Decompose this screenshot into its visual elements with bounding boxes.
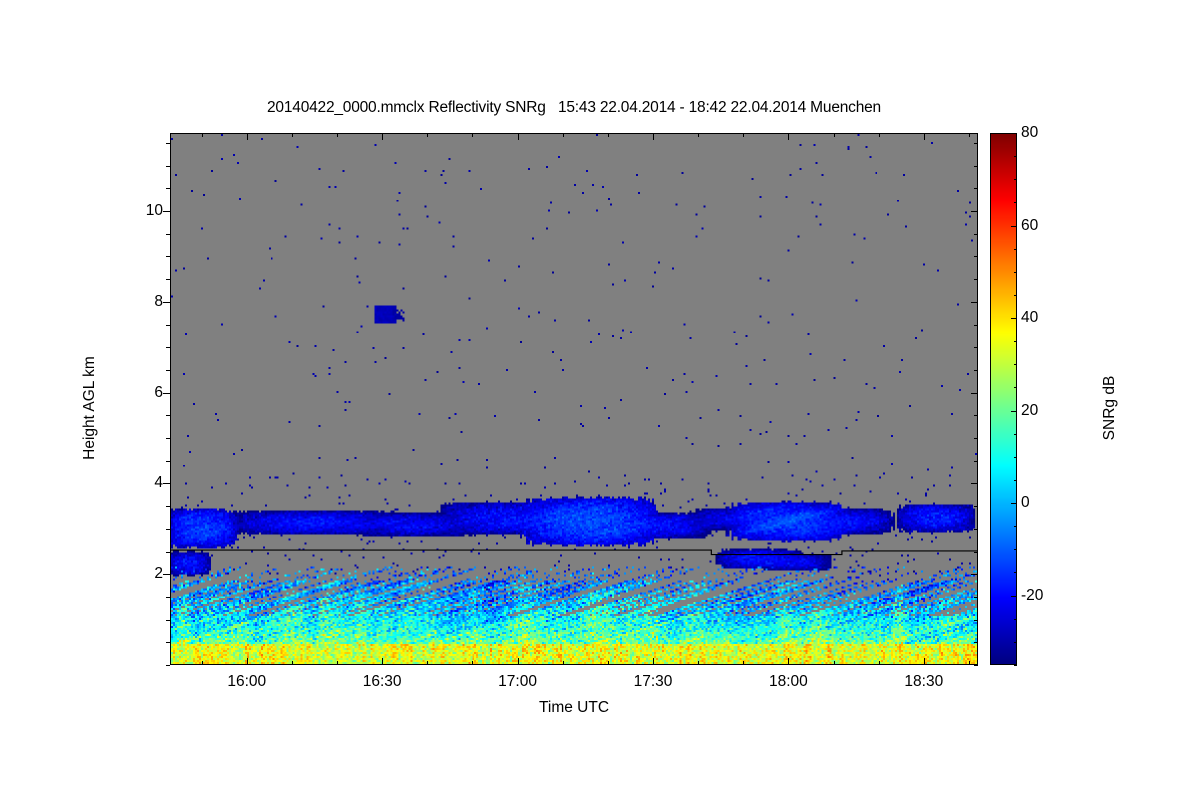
colorbar xyxy=(990,133,1017,665)
colorbar-tick-label: 60 xyxy=(1021,216,1039,234)
x-tick-label: 18:30 xyxy=(904,673,944,690)
colorbar-tick-mark xyxy=(1011,410,1017,412)
x-axis-tick-labels: 16:00 16:30 17:00 17:30 18:00 18:30 xyxy=(170,673,978,695)
colorbar-tick-mark xyxy=(1014,526,1017,528)
colorbar-tick-mark xyxy=(1011,503,1017,505)
y-tick-label: 10 xyxy=(145,202,163,220)
colorbar-tick-mark xyxy=(1014,156,1017,158)
colorbar-tick-mark xyxy=(1011,225,1017,227)
y-axis-title: Height AGL km xyxy=(81,356,98,460)
x-tick-label: 16:30 xyxy=(362,673,402,690)
colorbar-ticks xyxy=(990,133,1017,666)
colorbar-tick-mark xyxy=(1014,271,1017,273)
y-tick-label: 4 xyxy=(154,474,163,492)
y-tick-mark-right xyxy=(974,665,978,666)
colorbar-tick-mark xyxy=(1014,387,1017,389)
colorbar-tick-mark xyxy=(1014,179,1017,181)
x-axis-title: Time UTC xyxy=(538,699,610,716)
colorbar-tick-label: 80 xyxy=(1021,124,1039,141)
heatmap-canvas xyxy=(171,134,977,664)
colorbar-title: SNRg dB xyxy=(1101,375,1118,441)
colorbar-tick-label: 0 xyxy=(1021,494,1030,512)
x-tick-label: 16:00 xyxy=(227,673,267,690)
x-tick-label: 17:00 xyxy=(498,673,537,690)
colorbar-gradient xyxy=(991,134,1016,664)
y-tick-mark xyxy=(163,392,170,394)
y-tick-mark xyxy=(163,483,170,485)
colorbar-tick-mark xyxy=(1014,572,1017,574)
colorbar-tick-mark xyxy=(1014,618,1017,620)
colorbar-tick-mark xyxy=(1014,294,1017,296)
colorbar-tick-mark xyxy=(1011,133,1017,134)
y-tick-mark xyxy=(163,574,170,576)
colorbar-tick-mark xyxy=(1014,456,1017,458)
x-tick-label: 17:30 xyxy=(633,673,673,690)
colorbar-tick-mark xyxy=(1014,202,1017,204)
y-tick-label: 2 xyxy=(154,565,163,583)
colorbar-tick-mark xyxy=(1014,641,1017,643)
y-tick-label: 8 xyxy=(154,292,163,310)
y-axis-tick-labels: 2 4 6 8 10 xyxy=(118,133,163,665)
y-tick-mark xyxy=(163,211,170,213)
colorbar-tick-mark xyxy=(1014,341,1017,343)
colorbar-tick-mark xyxy=(1014,549,1017,551)
colorbar-tick-mark xyxy=(1014,248,1017,250)
plot-axes-area xyxy=(170,133,978,665)
colorbar-tick-label: -20 xyxy=(1021,586,1044,604)
colorbar-tick-mark xyxy=(1011,595,1017,597)
colorbar-tick-label: 40 xyxy=(1021,309,1039,327)
colorbar-tick-mark xyxy=(1014,433,1017,435)
page-title: 20140422_0000.mmclx Reflectivity SNRg 15… xyxy=(267,99,881,116)
y-tick-label: 6 xyxy=(154,383,163,401)
colorbar-tick-mark xyxy=(1014,479,1017,481)
colorbar-tick-label: 20 xyxy=(1021,401,1039,419)
colorbar-tick-mark xyxy=(1011,318,1017,320)
y-tick-mark xyxy=(163,301,170,303)
colorbar-tick-mark xyxy=(1014,665,1017,666)
x-tick-label: 18:00 xyxy=(769,673,808,690)
colorbar-tick-mark xyxy=(1014,364,1017,366)
colorbar-tick-labels: -20 0 20 40 60 80 xyxy=(1021,124,1081,665)
y-tick-mark xyxy=(166,665,170,666)
